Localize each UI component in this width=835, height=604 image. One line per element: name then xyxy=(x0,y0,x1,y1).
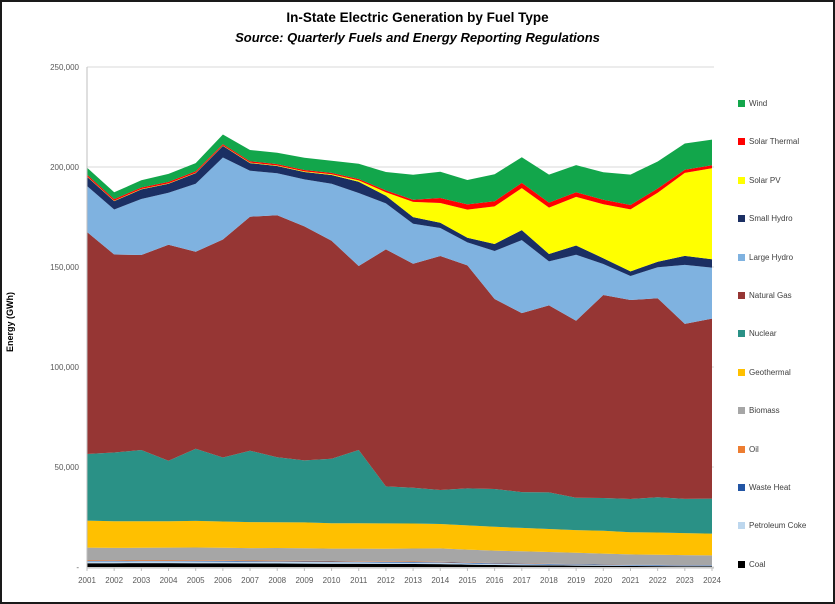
legend-label: Small Hydro xyxy=(749,214,793,224)
legend-label: Wind xyxy=(749,99,768,108)
y-tick-label: 50,000 xyxy=(55,463,80,472)
x-tick-label: 2009 xyxy=(295,576,313,585)
legend-label: Natural Gas xyxy=(749,291,792,300)
legend-item-wind: Wind xyxy=(738,99,767,108)
y-tick-label: - xyxy=(76,563,79,572)
legend-item-waste-heat: Waste Heat xyxy=(738,483,791,492)
legend-item-solar-thermal: Solar Thermal xyxy=(738,137,799,146)
legend-swatch xyxy=(738,445,745,453)
legend-swatch xyxy=(738,368,745,376)
legend-swatch xyxy=(738,330,745,338)
x-tick-label: 2020 xyxy=(594,576,612,585)
legend-swatch xyxy=(738,560,745,568)
area-series-wind xyxy=(87,134,712,205)
legend-label: Oil xyxy=(749,444,759,454)
x-tick-label: 2022 xyxy=(649,576,667,585)
legend-swatch xyxy=(738,176,745,184)
legend-label: Petroleum Coke xyxy=(749,521,807,531)
x-tick-label: 2004 xyxy=(160,576,178,585)
legend-item-petroleum-coke: Petroleum Coke xyxy=(738,521,806,530)
chart-title: In-State Electric Generation by Fuel Typ… xyxy=(286,10,549,25)
x-tick-label: 2018 xyxy=(540,576,558,585)
x-tick-label: 2017 xyxy=(513,576,531,585)
legend-item-small-hydro: Small Hydro xyxy=(738,214,793,223)
x-tick-label: 2014 xyxy=(431,576,449,585)
legend-label: Nuclear xyxy=(749,329,777,339)
legend-swatch xyxy=(738,100,745,107)
x-tick-label: 2006 xyxy=(214,576,232,585)
legend-label: Geothermal xyxy=(749,367,791,377)
area-series-waste-heat xyxy=(87,560,712,566)
legend-item-coal: Coal xyxy=(738,560,765,569)
area-series-coal xyxy=(87,563,712,567)
x-tick-label: 2011 xyxy=(350,576,368,585)
x-tick-label: 2013 xyxy=(404,576,422,585)
x-tick-label: 2015 xyxy=(459,576,477,585)
area-series-solar-thermal xyxy=(87,144,712,210)
legend-item-oil: Oil xyxy=(738,445,759,454)
legend-swatch xyxy=(738,407,745,415)
area-series-oil xyxy=(87,560,712,566)
x-tick-label: 2001 xyxy=(78,576,96,585)
legend-label: Biomass xyxy=(749,406,780,416)
legend-item-nuclear: Nuclear xyxy=(738,329,777,338)
area-series-petroleum-coke xyxy=(87,561,712,567)
x-tick-label: 2012 xyxy=(377,576,395,585)
legend-label: Coal xyxy=(749,559,766,569)
legend-swatch xyxy=(738,292,745,299)
y-tick-label: 250,000 xyxy=(50,63,79,72)
legend-swatch xyxy=(738,253,745,261)
area-series-solar-pv xyxy=(87,145,712,272)
legend-swatch xyxy=(738,215,745,223)
x-tick-label: 2008 xyxy=(268,576,286,585)
legend-swatch xyxy=(738,522,745,530)
x-tick-label: 2019 xyxy=(567,576,585,585)
x-tick-label: 2005 xyxy=(187,576,205,585)
legend-label: Large Hydro xyxy=(749,252,794,262)
area-series-biomass xyxy=(87,547,712,566)
legend-item-biomass: Biomass xyxy=(738,406,780,415)
legend: Wind Solar Thermal Solar PV Small Hydro Larg… xyxy=(738,2,833,602)
y-tick-label: 100,000 xyxy=(50,363,79,372)
area-series-natural-gas xyxy=(87,215,712,499)
legend-label: Waste Heat xyxy=(749,483,791,492)
legend-item-solar-pv: Solar PV xyxy=(738,176,781,185)
legend-item-geothermal: Geothermal xyxy=(738,368,791,377)
area-series-nuclear xyxy=(87,448,712,534)
x-tick-label: 2010 xyxy=(323,576,341,585)
legend-item-natural-gas: Natural Gas xyxy=(738,291,792,300)
x-tick-label: 2023 xyxy=(676,576,694,585)
x-tick-label: 2021 xyxy=(622,576,640,585)
y-tick-label: 150,000 xyxy=(50,263,79,272)
x-tick-label: 2024 xyxy=(703,576,721,585)
y-tick-label: 200,000 xyxy=(50,163,79,172)
area-series-geothermal xyxy=(87,520,712,556)
x-tick-label: 2003 xyxy=(132,576,150,585)
x-tick-label: 2016 xyxy=(486,576,504,585)
area-series-small-hydro xyxy=(87,145,712,276)
x-tick-label: 2002 xyxy=(105,576,123,585)
chart-subtitle: Source: Quarterly Fuels and Energy Repor… xyxy=(235,30,600,45)
x-tick-label: 2007 xyxy=(241,576,259,585)
legend-swatch xyxy=(738,138,745,146)
legend-swatch xyxy=(738,484,745,491)
area-series-large-hydro xyxy=(87,157,712,324)
legend-label: Solar PV xyxy=(749,175,781,185)
legend-label: Solar Thermal xyxy=(749,137,800,147)
legend-item-large-hydro: Large Hydro xyxy=(738,253,793,262)
